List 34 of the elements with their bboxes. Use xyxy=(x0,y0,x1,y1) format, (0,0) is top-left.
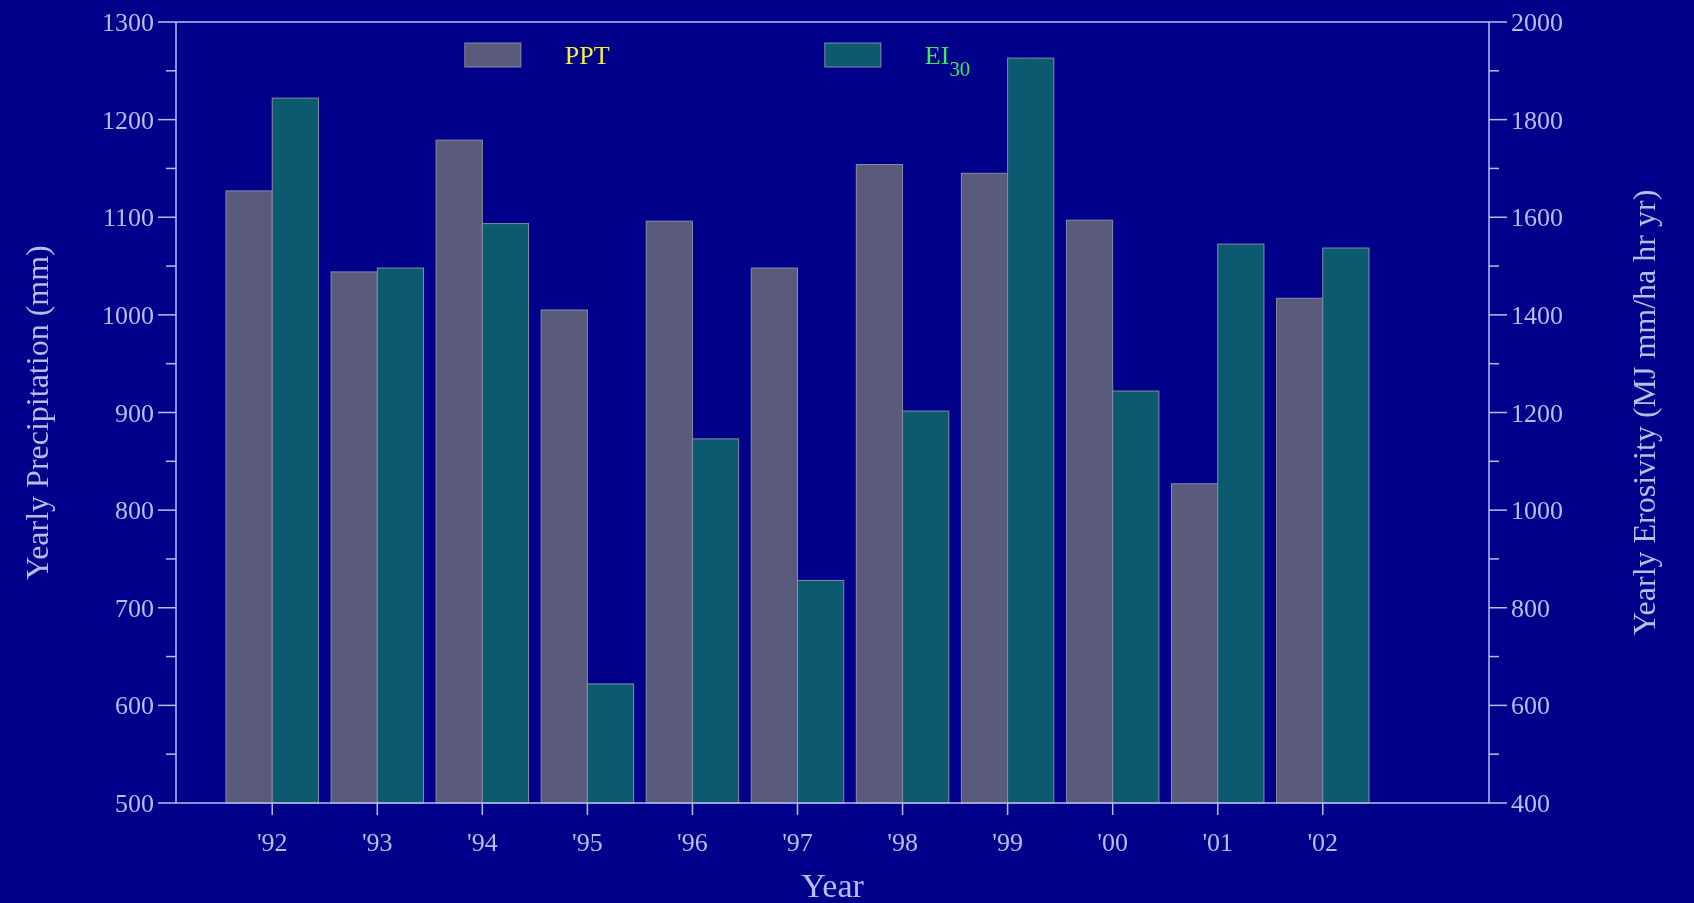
y-tick-label: 500 xyxy=(115,789,154,818)
y2-tick-label: 2000 xyxy=(1511,8,1563,37)
x-tick-label: '01 xyxy=(1202,828,1234,857)
x-tick-label: '96 xyxy=(677,828,708,857)
x-tick-label: '97 xyxy=(782,828,813,857)
y2-tick-label: 600 xyxy=(1511,691,1550,721)
y-tick-label: 1200 xyxy=(102,105,154,135)
x-tick-label: '99 xyxy=(992,828,1023,857)
x-tick-label: '02 xyxy=(1307,828,1339,857)
x-tick-label: '93 xyxy=(361,828,393,857)
y2-tick-label: 400 xyxy=(1511,789,1550,818)
y2-tick-label: 1800 xyxy=(1511,105,1563,135)
y2-tick-label: 800 xyxy=(1511,593,1550,623)
legend-label: PPT xyxy=(564,41,610,70)
x-axis-title: Year xyxy=(801,867,865,903)
y-tick-label: 1000 xyxy=(102,300,154,330)
y2-tick-label: 1000 xyxy=(1511,496,1563,526)
y2-tick-label: 1200 xyxy=(1511,398,1563,428)
y-tick-label: 700 xyxy=(115,593,154,623)
y-axis-title: Yearly Precipitation (mm) xyxy=(19,245,55,580)
x-tick-label: '95 xyxy=(572,828,603,857)
y-tick-label: 800 xyxy=(115,496,154,526)
y-tick-label: 1300 xyxy=(102,8,154,37)
x-tick-label: '94 xyxy=(466,828,498,857)
y-tick-label: 600 xyxy=(115,691,154,721)
y2-tick-label: 1400 xyxy=(1511,300,1563,330)
y2-axis-title: Yearly Erosivity (MJ mm/ha hr yr) xyxy=(1626,189,1662,636)
x-tick-label: '98 xyxy=(887,828,918,857)
x-tick-label: '00 xyxy=(1097,828,1129,857)
y-tick-label: 1100 xyxy=(102,203,154,233)
x-tick-label: '92 xyxy=(256,828,288,857)
y-tick-label: 900 xyxy=(115,398,154,428)
legend-label: EI$_{30}$ xyxy=(924,41,971,80)
y2-tick-label: 1600 xyxy=(1511,203,1563,233)
